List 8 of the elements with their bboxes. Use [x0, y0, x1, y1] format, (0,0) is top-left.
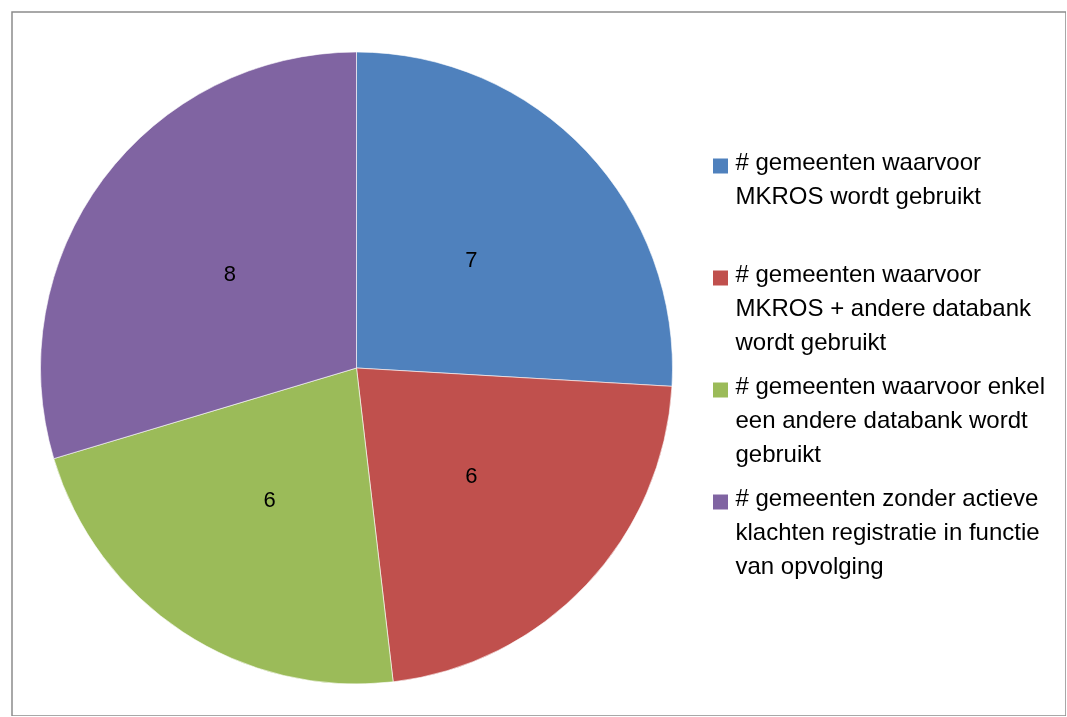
- data-label: 7: [465, 246, 478, 272]
- legend-label: # gemeenten waarvoor enkel een andere databank wordt gebruikt: [735, 372, 1046, 468]
- data-label: 6: [263, 487, 276, 513]
- data-label: 6: [465, 463, 478, 489]
- legend-label: # gemeenten zonder actieve klachten registratie in functie van opvolging: [735, 484, 1040, 580]
- legend-label: # gemeenten waarvoor MKROS wordt gebruikt: [735, 148, 982, 210]
- data-label: 8: [223, 260, 236, 286]
- legend-label: # gemeenten waarvoor MKROS + andere databank wordt gebruikt: [734, 260, 1033, 356]
